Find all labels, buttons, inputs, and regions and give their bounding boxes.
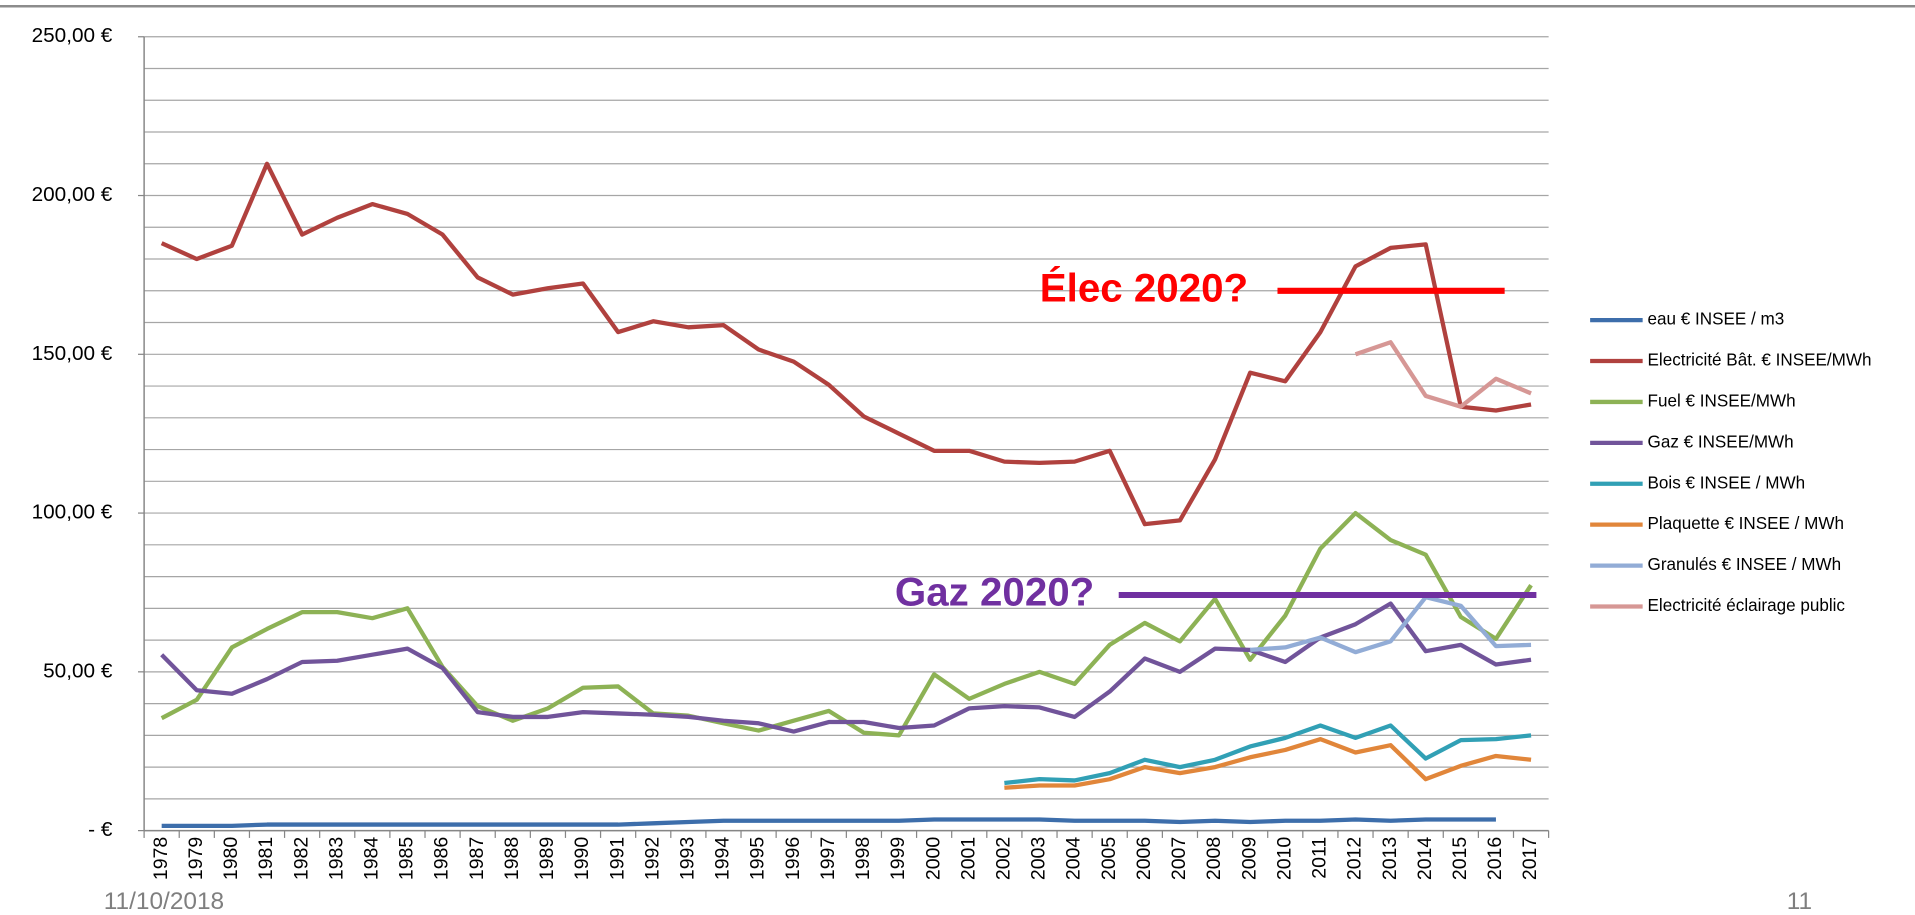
y-tick-label: 100,00 € <box>32 501 113 524</box>
x-tick-label: 2016 <box>1484 837 1506 880</box>
annotation-label: Élec 2020? <box>1040 265 1248 310</box>
x-tick-label: 1992 <box>641 837 663 880</box>
x-tick-label: 2008 <box>1203 837 1225 881</box>
x-tick-label: 1985 <box>396 837 418 881</box>
x-tick-label: 2007 <box>1168 837 1190 880</box>
series-line <box>160 510 1533 738</box>
x-tick-label: 1997 <box>817 837 839 880</box>
x-tick-label: 1991 <box>606 837 628 880</box>
x-tick-label: 1999 <box>887 837 909 880</box>
x-tick-label: 1979 <box>185 837 207 880</box>
x-tick-label: 2013 <box>1379 837 1401 880</box>
series-line <box>161 817 1496 828</box>
x-tick-label: 2014 <box>1414 837 1436 881</box>
x-tick-label: 2017 <box>1519 837 1541 880</box>
legend-label: eau € INSEE / m3 <box>1648 310 1785 329</box>
x-tick-label: 1988 <box>501 837 523 881</box>
x-tick-label: 1993 <box>677 837 699 880</box>
footer-date: 11/10/2018 <box>104 888 224 915</box>
x-tick-label: 2010 <box>1273 837 1295 881</box>
series-line <box>1250 595 1532 655</box>
x-tick-label: 1995 <box>747 837 769 881</box>
x-tick-label: 2004 <box>1063 837 1085 881</box>
x-tick-label: 1986 <box>431 837 453 880</box>
y-tick-label: 250,00 € <box>32 24 113 47</box>
x-tick-label: 1989 <box>536 837 558 880</box>
y-tick-label: - € <box>88 818 113 841</box>
x-tick-label: 1981 <box>255 837 277 880</box>
legend-label: Electricité Bât. € INSEE/MWh <box>1648 351 1872 370</box>
annotation-label: Gaz 2020? <box>895 570 1094 615</box>
legend-label: Fuel € INSEE/MWh <box>1648 391 1796 410</box>
legend-label: Gaz € INSEE/MWh <box>1648 432 1794 451</box>
legend-label: Electricité éclairage public <box>1648 596 1846 615</box>
x-tick-label: 1996 <box>782 837 804 880</box>
x-tick-label: 1998 <box>852 837 874 881</box>
legend-label: Plaquette € INSEE / MWh <box>1648 514 1844 533</box>
x-tick-label: 2012 <box>1344 837 1366 880</box>
x-tick-label: 1980 <box>220 837 242 881</box>
x-tick-label: 2003 <box>1028 837 1050 880</box>
x-tick-label: 1994 <box>712 837 734 881</box>
y-tick-label: 200,00 € <box>32 183 113 206</box>
x-tick-label: 1984 <box>361 837 383 881</box>
y-tick-label: 150,00 € <box>32 342 113 365</box>
x-tick-label: 1983 <box>325 837 347 880</box>
legend-label: Bois € INSEE / MWh <box>1648 473 1806 492</box>
x-tick-label: 1987 <box>466 837 488 880</box>
x-tick-label: 1990 <box>571 837 593 881</box>
legend-label: Granulés € INSEE / MWh <box>1648 555 1842 574</box>
x-tick-label: 1982 <box>290 837 312 880</box>
x-tick-label: 2005 <box>1098 837 1120 881</box>
x-tick-label: 2009 <box>1238 837 1260 880</box>
y-tick-label: 50,00 € <box>43 659 113 682</box>
x-tick-label: 2002 <box>993 837 1015 880</box>
x-tick-label: 2006 <box>1133 837 1155 880</box>
x-tick-label: 2015 <box>1449 837 1471 881</box>
x-tick-label: 1978 <box>150 837 172 881</box>
x-tick-label: 2000 <box>922 837 944 881</box>
series-line <box>1354 340 1532 409</box>
x-tick-label: 2011 <box>1309 837 1331 879</box>
series-line <box>160 601 1532 734</box>
x-tick-label: 2001 <box>957 837 979 880</box>
series-line <box>1004 723 1532 786</box>
series-line <box>160 161 1532 527</box>
series-line <box>1004 737 1532 790</box>
footer-page: 11 <box>1787 888 1812 915</box>
